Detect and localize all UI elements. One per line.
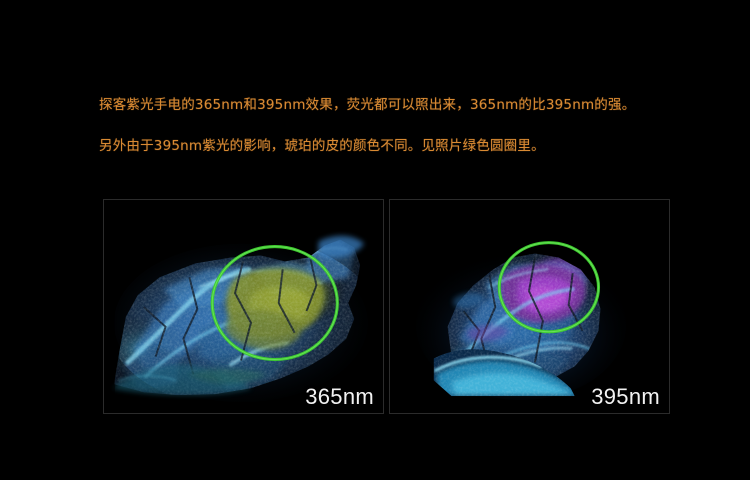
photo-395nm[interactable]: 395nm <box>389 199 670 414</box>
photo-395nm-image <box>390 200 669 413</box>
photo-365nm-image <box>104 200 383 413</box>
photo-365nm[interactable]: 365nm <box>103 199 384 414</box>
annotation-circle-395 <box>497 241 601 334</box>
photo-comparison-row: 365nm <box>103 199 670 414</box>
annotation-circle-365 <box>210 245 339 362</box>
caption-line-1: 探客紫光手电的365nm和395nm效果，荧光都可以照出来，365nm的比395… <box>99 97 636 113</box>
caption-block: 探客紫光手电的365nm和395nm效果，荧光都可以照出来，365nm的比395… <box>99 98 699 154</box>
caption-line-2: 另外由于395nm紫光的影响，琥珀的皮的颜色不同。见照片绿色圆圈里。 <box>99 138 545 154</box>
